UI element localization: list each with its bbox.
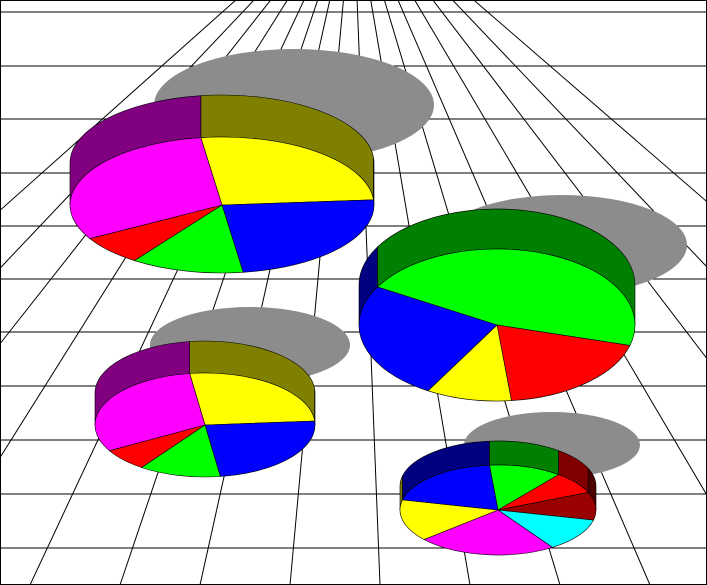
grid-perspective-line (356, 0, 381, 585)
pie-slice-magenta (94, 373, 206, 452)
pie-face (69, 136, 375, 274)
pie-chart-2 (358, 195, 687, 402)
pie-slice-green (133, 204, 244, 274)
pie-slice-yellow (189, 372, 316, 426)
grid-perspective-line (0, 0, 272, 345)
pies-group (69, 49, 687, 556)
pie-face (399, 464, 597, 556)
pie-slice-magenta (69, 137, 223, 239)
pie-slice-yellow (427, 324, 512, 402)
pie-slice-yellow (200, 136, 374, 206)
pie-chart-3 (94, 307, 350, 478)
pie-rim (399, 440, 597, 511)
pie-slice-green (140, 424, 221, 478)
grid-perspective-line (0, 0, 237, 212)
pie-slice-blue (358, 286, 498, 392)
grid-perspective-line (0, 0, 255, 269)
pie-slice-blue (402, 464, 499, 511)
grid-perspective-line (473, 0, 707, 203)
pie-slice-yellow (399, 499, 499, 540)
pie-slice-green (376, 248, 636, 346)
pie-slice-magenta (423, 509, 554, 556)
pie-slice-cyan (497, 509, 594, 548)
grid-perspective-line (451, 0, 707, 268)
pie-chart-1 (69, 49, 434, 274)
pie-slice-blue (221, 199, 375, 273)
pie-slice-red (496, 324, 631, 401)
pie-face (94, 372, 316, 478)
pie-face (358, 248, 636, 402)
pie-chart-4 (399, 412, 640, 556)
grid-perspective-line (289, 0, 344, 585)
pie-slice-green (489, 464, 560, 511)
pie-slice-blue (204, 420, 316, 477)
